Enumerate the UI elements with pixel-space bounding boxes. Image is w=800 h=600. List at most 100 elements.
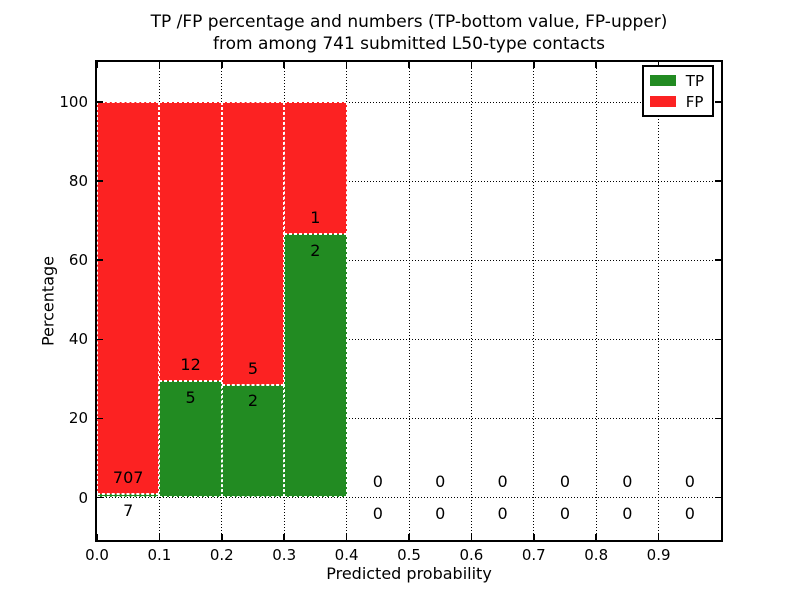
tp-count-label: 0 — [684, 504, 695, 524]
chart-title: TP /FP percentage and numbers (TP-bottom… — [97, 11, 721, 55]
y-tick-label: 0 — [78, 488, 88, 507]
fp-count-label: 1 — [310, 207, 321, 227]
tp-bar-segment — [284, 233, 347, 498]
y-axis-label: Percentage — [38, 255, 58, 347]
horizontal-gridline — [97, 338, 721, 340]
x-tick-label: 0.1 — [147, 546, 172, 564]
fp-count-label: 5 — [247, 358, 259, 378]
legend: TP FP — [641, 65, 714, 117]
vertical-gridline — [408, 62, 410, 540]
legend-item-fp: FP — [649, 91, 704, 112]
x-tick-mark-top — [470, 62, 473, 68]
x-tick-label: 0.8 — [584, 546, 609, 564]
horizontal-gridline — [97, 417, 721, 419]
x-tick-label: 0.4 — [334, 546, 359, 564]
x-tick-mark — [595, 534, 597, 540]
x-tick-label: 0.0 — [85, 546, 109, 564]
y-tick-mark — [97, 259, 103, 261]
fp-count-label: 0 — [372, 471, 383, 491]
y-tick-label: 80 — [68, 172, 88, 191]
x-tick-mark-top — [283, 62, 285, 68]
horizontal-gridline — [97, 180, 721, 182]
y-tick-label: 40 — [68, 330, 88, 349]
y-tick-mark-right — [715, 259, 721, 261]
x-tick-mark — [96, 534, 98, 540]
x-tick-mark-top — [595, 62, 597, 68]
y-tick-mark — [97, 417, 103, 420]
vertical-gridline — [346, 62, 348, 540]
y-tick-mark-right — [715, 101, 721, 103]
x-tick-label: 0.3 — [272, 546, 297, 564]
fp-count-label: 0 — [622, 471, 633, 491]
y-tick-mark — [97, 180, 103, 182]
fp-count-label: 12 — [180, 355, 201, 375]
vertical-gridline — [658, 62, 660, 540]
fp-count-label: 707 — [112, 467, 144, 487]
x-tick-mark — [657, 534, 660, 540]
tp-count-label: 5 — [185, 388, 196, 408]
tp-count-label: 7 — [123, 500, 134, 520]
vertical-gridline — [533, 62, 535, 540]
tp-bar-segment — [221, 384, 285, 498]
tp-count-label: 0 — [435, 504, 446, 524]
horizontal-gridline — [97, 497, 721, 498]
fp-bar-segment — [284, 102, 347, 234]
x-tick-mark-top — [158, 62, 161, 68]
fp-bar-segment — [221, 102, 285, 385]
x-tick-mark — [283, 534, 285, 540]
y-tick-mark-right — [715, 338, 721, 341]
tp-count-label: 2 — [310, 240, 321, 260]
x-axis-label: Predicted probability — [326, 564, 492, 583]
tp-swatch-icon — [649, 75, 676, 86]
y-tick-label: 100 — [59, 93, 88, 111]
tp-count-label: 2 — [247, 391, 259, 411]
y-tick-mark-right — [715, 496, 721, 499]
x-tick-mark — [408, 534, 410, 540]
x-tick-mark-top — [408, 62, 410, 68]
tp-count-label: 0 — [622, 504, 633, 524]
x-tick-label: 0.2 — [209, 546, 234, 564]
y-tick-mark-right — [715, 180, 721, 182]
fp-count-label: 0 — [684, 471, 695, 491]
x-tick-mark — [158, 534, 161, 540]
fp-count-label: 0 — [497, 471, 508, 491]
tp-bar-segment — [159, 381, 222, 498]
y-tick-label: 60 — [68, 251, 88, 270]
tp-count-label: 0 — [559, 504, 571, 524]
chart-title-line1: TP /FP percentage and numbers (TP-bottom… — [150, 12, 668, 32]
y-tick-mark — [97, 101, 103, 103]
fp-bar-segment — [159, 102, 222, 382]
y-tick-mark — [97, 338, 103, 341]
y-tick-mark — [97, 496, 103, 499]
fp-bar-segment — [97, 102, 160, 494]
x-tick-label: 0.9 — [646, 546, 671, 564]
horizontal-gridline — [97, 259, 721, 261]
legend-label-fp: FP — [685, 92, 704, 111]
vertical-gridline — [595, 62, 597, 540]
legend-item-tp: TP — [649, 70, 704, 91]
vertical-gridline — [470, 62, 472, 540]
x-tick-mark-top — [345, 62, 348, 68]
x-tick-label: 0.5 — [397, 546, 421, 564]
fp-count-label: 0 — [559, 471, 571, 491]
y-tick-mark-right — [715, 417, 721, 420]
y-tick-label: 20 — [68, 409, 88, 428]
tp-count-label: 0 — [372, 504, 383, 524]
x-tick-mark — [345, 534, 348, 540]
fp-count-label: 0 — [435, 471, 446, 491]
x-tick-mark — [470, 534, 473, 540]
x-tick-label: 0.7 — [521, 546, 546, 564]
tp-count-label: 0 — [497, 504, 508, 524]
x-tick-mark-top — [221, 62, 223, 68]
x-tick-mark-top — [533, 62, 535, 68]
x-tick-label: 0.6 — [459, 546, 484, 564]
plot-area: TP FP 707 7 12 5 5 2 1 2 0 0 0 0 0 0 0 0 0 0 0 0 0.0 0.1 0.2 0.… — [59, 60, 723, 564]
x-tick-mark-top — [96, 62, 98, 68]
fp-swatch-icon — [649, 96, 676, 107]
x-tick-mark — [533, 534, 535, 540]
x-tick-mark — [221, 534, 223, 540]
tp-bar-segment — [97, 493, 160, 498]
horizontal-gridline — [97, 101, 721, 103]
chart-title-line2: from among 741 submitted L50-type contac… — [213, 34, 605, 54]
